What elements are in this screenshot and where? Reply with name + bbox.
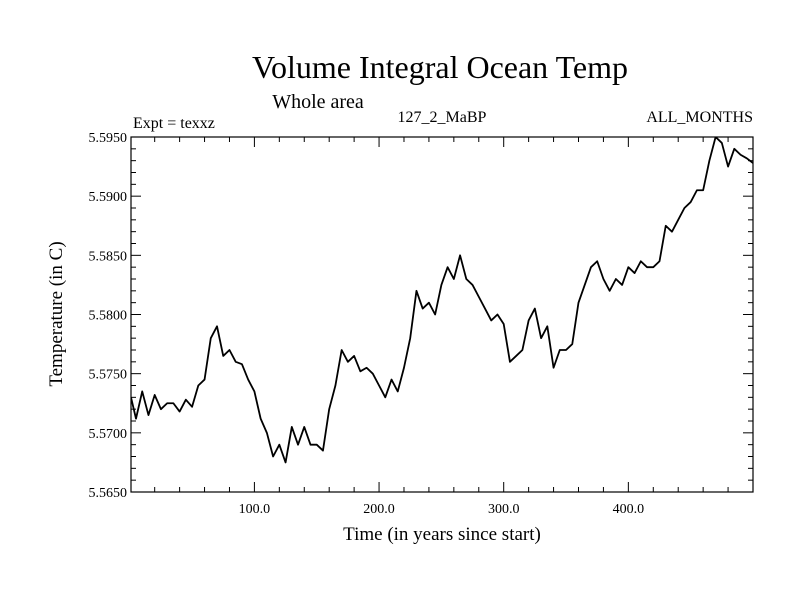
series-line [131, 137, 753, 464]
chart-title: Volume Integral Ocean Temp [252, 49, 628, 85]
x-axis-label: Time (in years since start) [343, 524, 541, 545]
y-tick-labels: 5.5650 5.5700 5.5750 5.5800 5.5850 5.5900 5.59… [89, 131, 128, 501]
x-tick-labels: 100.0 200.0 300.0 400.0 [239, 502, 644, 517]
series-group [131, 137, 753, 464]
experiment-label: Expt = texxz [133, 115, 215, 132]
plot-frame [130, 136, 754, 493]
run-label: 127_2_MaBP [398, 109, 487, 126]
x-tick-label: 300.0 [488, 502, 520, 517]
y-tick-label: 5.5700 [89, 427, 128, 442]
period-label: ALL_MONTHS [646, 109, 753, 126]
y-tick-label: 5.5750 [89, 368, 128, 383]
y-tick-label: 5.5850 [89, 249, 128, 264]
y-tick-label: 5.5950 [89, 131, 128, 146]
x-tick-label: 400.0 [613, 502, 645, 517]
chart-subtitle: Whole area [272, 91, 364, 113]
y-tick-label: 5.5650 [89, 486, 128, 501]
axis-ticks [131, 136, 753, 493]
y-tick-label: 5.5900 [89, 190, 128, 205]
x-tick-label: 200.0 [363, 502, 395, 517]
y-tick-label: 5.5800 [89, 309, 128, 324]
y-axis-label: Temperature (in C) [46, 241, 67, 386]
x-tick-label: 100.0 [239, 502, 271, 517]
